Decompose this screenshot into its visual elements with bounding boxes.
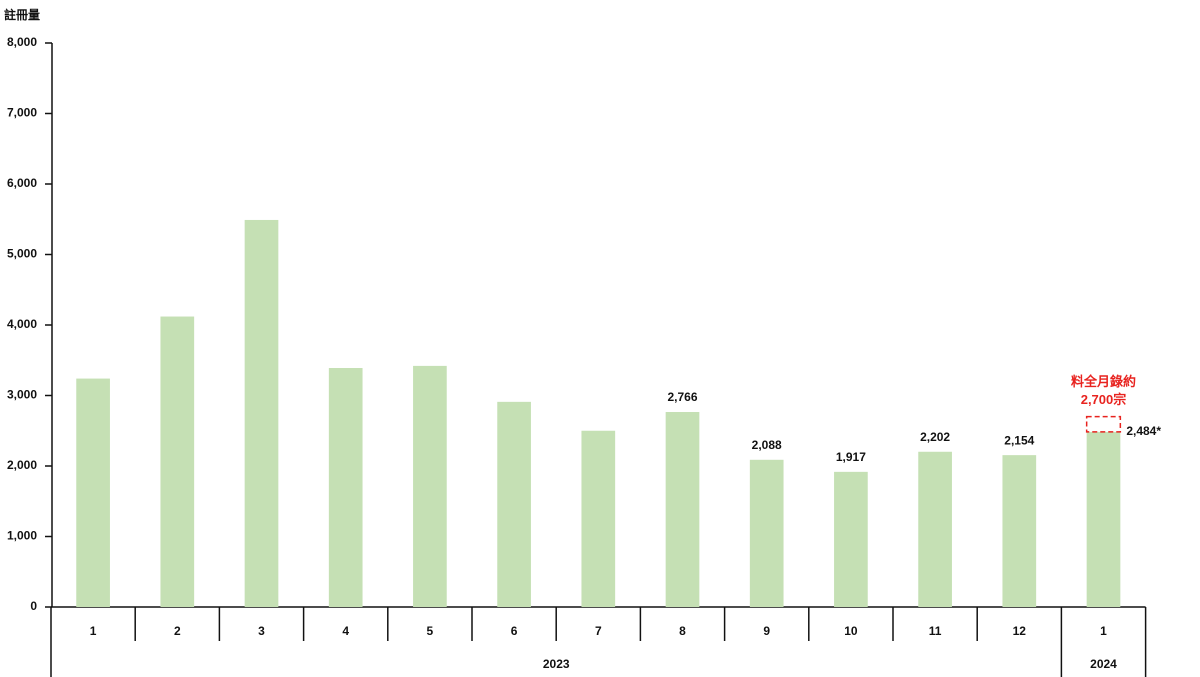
value-label: 2,154	[1004, 433, 1034, 447]
x-tick-label: 8	[679, 624, 686, 638]
y-tick-label: 4,000	[7, 317, 37, 331]
x-tick-label: 12	[1013, 624, 1027, 638]
value-label: 2,202	[920, 430, 950, 444]
bar	[1086, 431, 1121, 607]
x-tick-label: 11	[929, 624, 942, 638]
bar	[497, 401, 531, 607]
y-tick-label: 6,000	[7, 176, 37, 190]
bar	[581, 430, 616, 607]
bar	[665, 411, 700, 607]
x-tick-label: 3	[258, 624, 265, 638]
y-tick-label: 2,000	[7, 458, 37, 472]
y-tick-label: 1,000	[7, 529, 37, 543]
y-tick-label: 0	[30, 599, 37, 613]
bar	[76, 378, 110, 607]
x-tick-label: 9	[763, 624, 770, 638]
x-tick-label: 1	[90, 624, 97, 638]
x-group-label: 2024	[1090, 657, 1117, 671]
y-axis-label: 註冊量	[4, 7, 40, 22]
x-tick-label: 7	[595, 624, 602, 638]
projection-label: 2,700宗	[1081, 392, 1127, 407]
x-tick-label: 6	[511, 624, 518, 638]
bar	[834, 471, 868, 607]
bar	[328, 368, 363, 607]
x-tick-label: 10	[844, 624, 858, 638]
y-tick-label: 7,000	[7, 106, 37, 120]
value-label: 1,917	[836, 450, 866, 464]
x-tick-label: 4	[342, 624, 349, 638]
bar	[160, 316, 195, 607]
y-tick-label: 8,000	[7, 35, 37, 49]
bar	[413, 365, 447, 607]
y-tick-label: 3,000	[7, 388, 37, 402]
x-tick-label: 1	[1100, 624, 1107, 638]
x-tick-label: 5	[427, 624, 434, 638]
bar	[1002, 455, 1037, 607]
y-tick-label: 5,000	[7, 247, 37, 261]
value-label: 2,484*	[1126, 424, 1161, 438]
bar	[918, 451, 952, 607]
bar	[749, 459, 784, 607]
x-tick-label: 2	[174, 624, 181, 638]
projection-box	[1085, 415, 1122, 433]
x-group-label: 2023	[543, 657, 570, 671]
value-label: 2,088	[752, 438, 782, 452]
bar	[244, 219, 279, 607]
projection-label: 料全月錄約	[1071, 374, 1136, 389]
value-label: 2,766	[667, 390, 697, 404]
